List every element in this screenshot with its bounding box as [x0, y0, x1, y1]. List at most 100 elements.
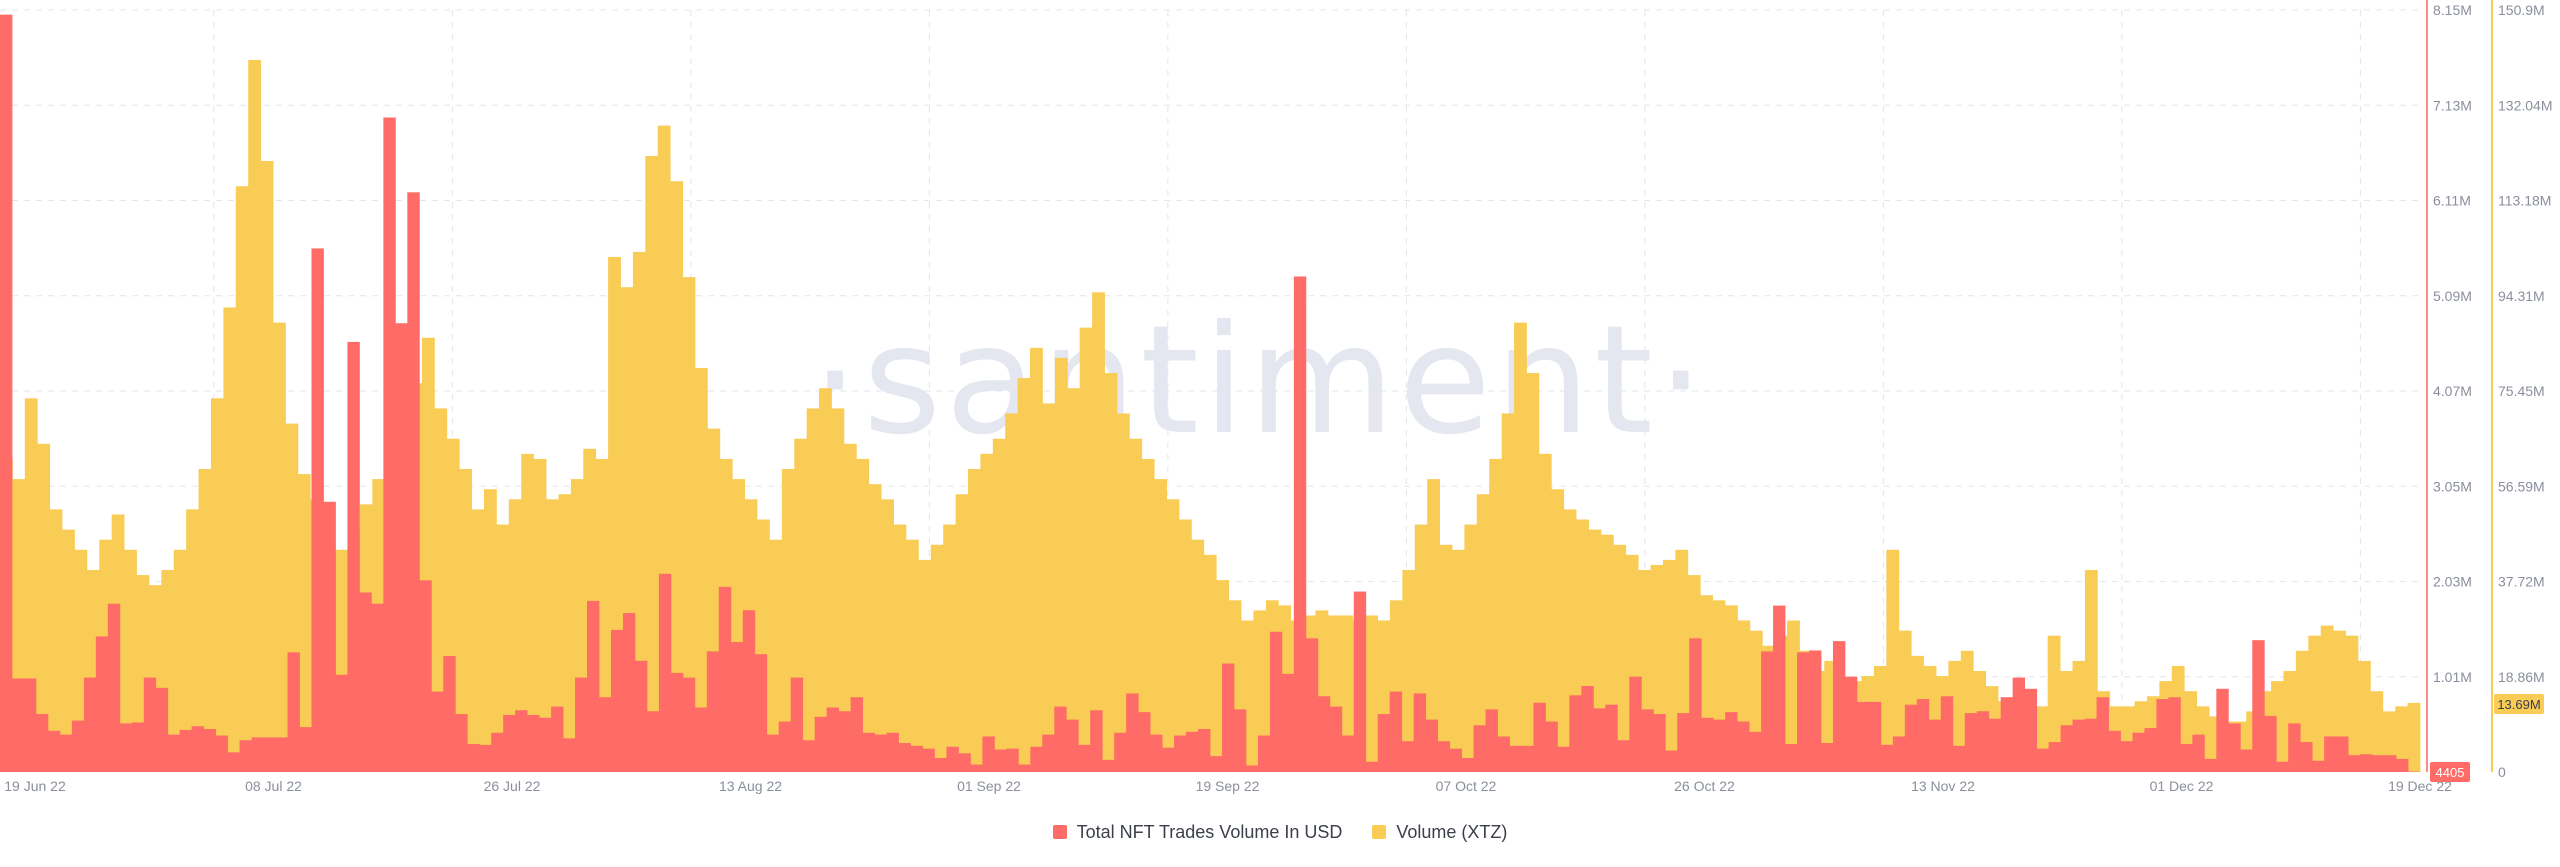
usd-volume-bar: [1294, 276, 1306, 772]
usd-volume-bar: [132, 722, 144, 772]
usd-volume-bar: [1102, 760, 1114, 772]
usd-volume-bar: [1785, 744, 1797, 772]
usd-volume-bar: [479, 745, 491, 772]
usd-volume-bar: [1941, 696, 1953, 772]
usd-volume-bar: [407, 192, 419, 772]
x-axis-tick-label: 26 Oct 22: [1674, 778, 1735, 794]
usd-volume-bar: [371, 604, 383, 772]
usd-volume-bar: [2156, 699, 2168, 772]
usd-volume-bar: [1234, 709, 1246, 772]
usd-volume-bar: [791, 678, 803, 772]
xtz-volume-bar: [1514, 323, 1527, 772]
usd-volume-bar: [1521, 746, 1533, 772]
usd-volume-bar: [982, 736, 994, 772]
usd-volume-bar: [1737, 722, 1749, 772]
usd-volume-bar: [216, 736, 228, 772]
usd-volume-bar: [1713, 720, 1725, 772]
usd-volume-bar: [1773, 606, 1785, 772]
usd-volume-bar: [335, 675, 347, 772]
usd-volume-bar: [2372, 755, 2384, 772]
usd-volume-bar: [611, 630, 623, 772]
xtz-volume-bar: [211, 398, 224, 772]
usd-volume-bar: [1665, 751, 1677, 773]
usd-volume-bar: [1174, 736, 1186, 772]
usd-volume-bar: [2384, 755, 2396, 772]
xtz-axis-tick-label: 37.72M: [2498, 574, 2545, 590]
usd-volume-bar: [491, 733, 503, 772]
usd-volume-bar: [647, 711, 659, 772]
usd-volume-bar: [563, 738, 575, 772]
usd-volume-bar: [1569, 695, 1581, 772]
usd-volume-bar: [1306, 638, 1318, 772]
xtz-volume-bar: [1018, 378, 1031, 772]
xtz-volume-bar: [1005, 413, 1018, 772]
usd-volume-bar: [1761, 651, 1773, 772]
usd-volume-bar: [2180, 744, 2192, 772]
usd-volume-bar: [2121, 741, 2133, 772]
usd-volume-bar: [108, 604, 120, 772]
legend-label-xtz: Volume (XTZ): [1396, 822, 1507, 843]
x-axis-tick-label: 13 Nov 22: [1911, 778, 1975, 794]
usd-volume-bar: [443, 656, 455, 772]
usd-volume-bar: [551, 707, 563, 772]
usd-volume-bar: [695, 707, 707, 772]
usd-volume-bar: [2336, 736, 2348, 772]
usd-volume-bar: [779, 722, 791, 772]
xtz-axis-tick-label: 75.45M: [2498, 383, 2545, 399]
usd-volume-bar: [252, 737, 264, 772]
xtz-volume-bar: [2408, 703, 2421, 772]
legend-item-xtz[interactable]: Volume (XTZ): [1372, 822, 1507, 843]
x-axis-tick-label: 19 Sep 22: [1196, 778, 1260, 794]
usd-volume-bar: [1617, 740, 1629, 772]
usd-volume-bar: [1474, 725, 1486, 772]
xtz-volume-bar: [1092, 292, 1105, 772]
usd-volume-bar: [1378, 714, 1390, 772]
xtz-volume-bar: [931, 545, 944, 772]
xtz-axis-tick-label: 150.9M: [2498, 2, 2545, 18]
usd-volume-bar: [1917, 699, 1929, 772]
usd-volume-bar: [2037, 749, 2049, 772]
usd-volume-bar: [1593, 708, 1605, 772]
x-axis-tick-label: 26 Jul 22: [484, 778, 541, 794]
usd-volume-bar: [827, 707, 839, 772]
usd-volume-bar: [1689, 638, 1701, 772]
usd-volume-bar: [1557, 747, 1569, 772]
usd-volume-bar: [767, 735, 779, 772]
usd-volume-bar: [2324, 736, 2336, 772]
xtz-volume-bar: [261, 161, 274, 772]
usd-volume-bar: [815, 717, 827, 772]
usd-volume-bar: [347, 342, 359, 772]
usd-volume-bar: [1881, 745, 1893, 772]
usd-axis-tick-label: 1.01M: [2433, 669, 2472, 685]
usd-volume-bar: [2276, 762, 2288, 772]
usd-volume-bar: [2109, 731, 2121, 772]
usd-volume-bar: [1438, 741, 1450, 772]
usd-volume-bar: [192, 726, 204, 772]
xtz-volume-bar: [906, 540, 919, 772]
usd-axis-tick-label: 4.07M: [2433, 383, 2472, 399]
usd-volume-bar: [1126, 693, 1138, 772]
legend-swatch-usd: [1053, 825, 1067, 839]
usd-volume-bar: [2300, 742, 2312, 772]
usd-volume-bar: [419, 580, 431, 772]
usd-volume-bar: [1018, 765, 1030, 772]
usd-volume-bar: [1222, 664, 1234, 772]
usd-volume-bar: [180, 730, 192, 772]
usd-volume-bar: [1869, 702, 1881, 772]
legend-item-usd[interactable]: Total NFT Trades Volume In USD: [1053, 822, 1343, 843]
usd-volume-bar: [1066, 720, 1078, 772]
usd-axis-tick-label: 2.03M: [2433, 574, 2472, 590]
usd-volume-bar: [359, 592, 371, 772]
xtz-volume-bar: [273, 323, 286, 772]
usd-volume-bar: [970, 765, 982, 772]
usd-volume-bar: [2204, 759, 2216, 772]
usd-axis-tick-label: 5.09M: [2433, 288, 2472, 304]
usd-last-value: 4405: [2436, 765, 2465, 780]
usd-volume-bar: [1629, 677, 1641, 772]
usd-volume-bar: [12, 679, 24, 773]
usd-volume-bar: [1486, 709, 1498, 772]
usd-volume-bar: [1054, 707, 1066, 772]
usd-volume-bar: [623, 613, 635, 772]
usd-volume-bar: [228, 752, 240, 772]
usd-volume-bar: [527, 715, 539, 772]
